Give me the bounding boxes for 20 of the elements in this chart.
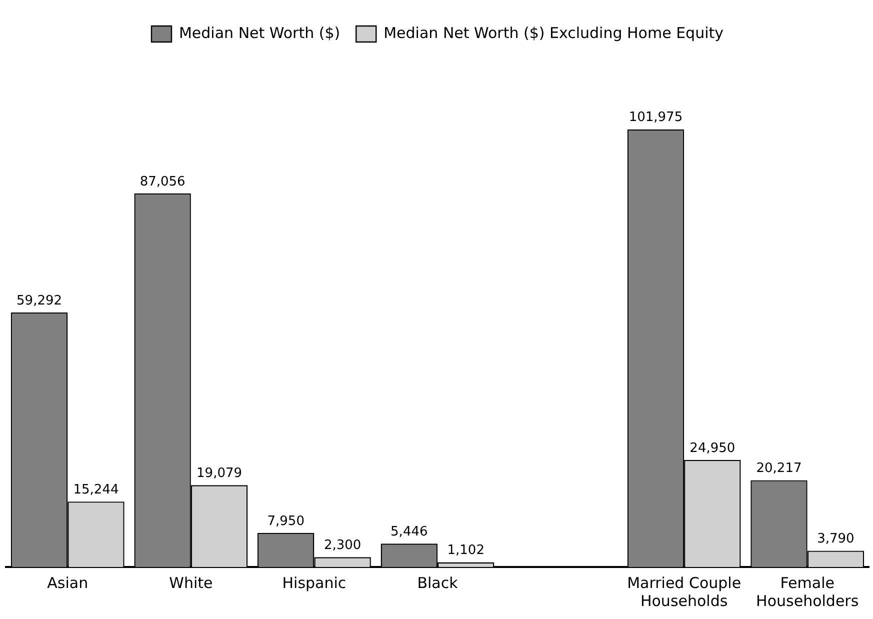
data-label: 7,950: [267, 514, 304, 529]
x-tick-label: Married Couple Households: [627, 574, 742, 610]
data-label: 101,975: [628, 110, 683, 126]
data-label: 5,446: [390, 524, 428, 540]
data-label: 19,079: [196, 466, 242, 481]
data-label: 3,790: [817, 532, 854, 547]
data-label: 59,292: [16, 293, 62, 308]
data-label: 1,102: [447, 543, 484, 558]
x-tick-label: Female Householders: [756, 574, 859, 610]
x-tick-label: Black: [417, 574, 458, 592]
x-tick-label: Hispanic: [282, 574, 346, 592]
data-label: 87,056: [140, 174, 186, 190]
legend-label: Median Net Worth ($) Excluding Home Equity: [384, 24, 724, 42]
data-label: 20,217: [756, 461, 802, 476]
x-tick-label: Asian: [47, 574, 88, 592]
legend-label: Median Net Worth ($): [178, 24, 340, 42]
data-label: 24,950: [690, 440, 736, 456]
data-label: 15,244: [73, 482, 119, 498]
data-label: 2,300: [324, 538, 362, 554]
x-tick-label: White: [169, 574, 213, 592]
